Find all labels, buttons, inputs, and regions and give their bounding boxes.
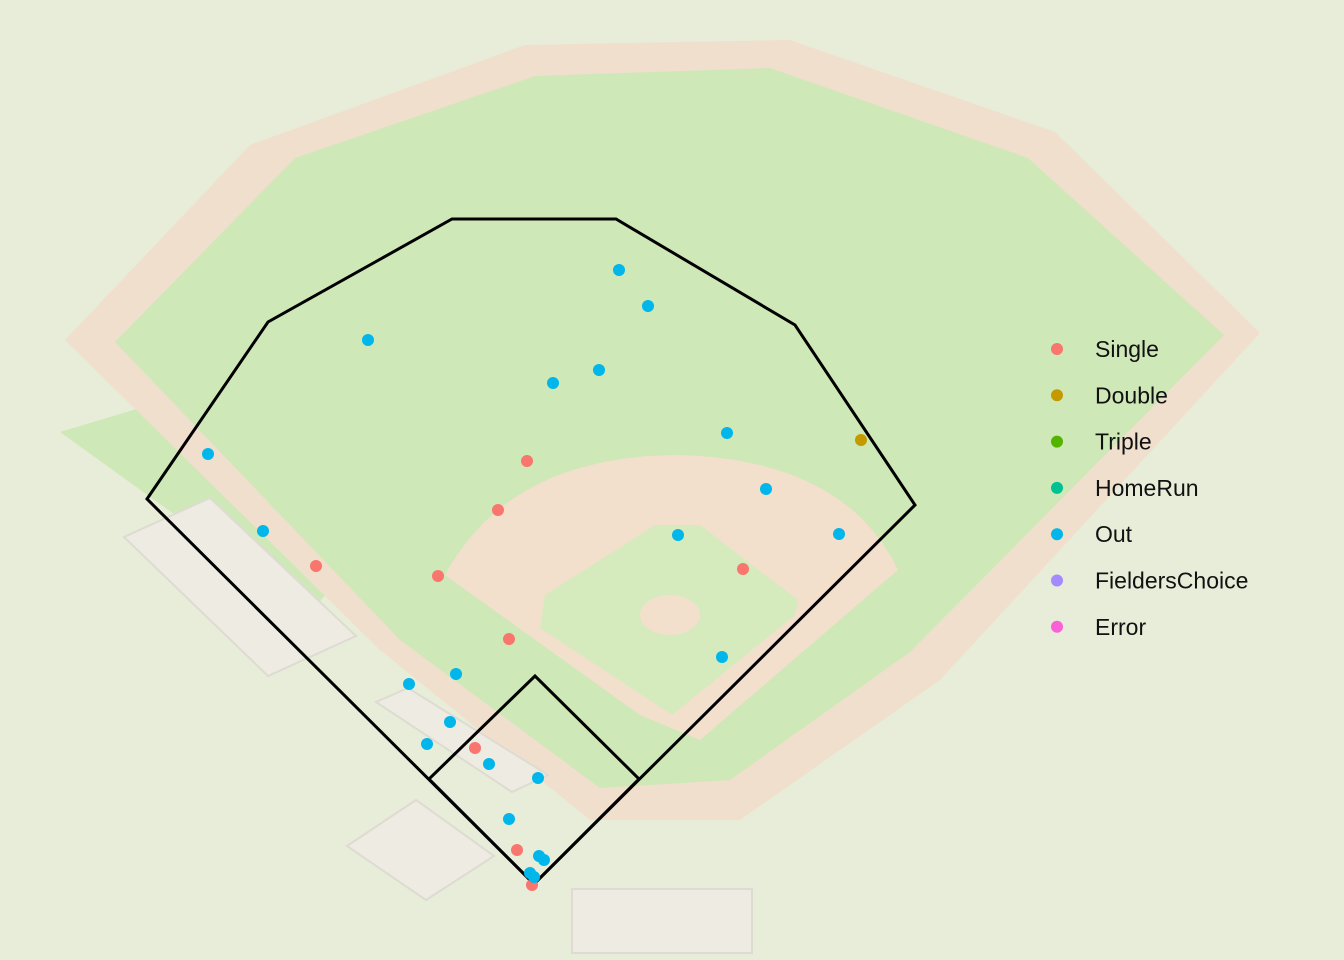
data-point-out: [760, 483, 772, 495]
data-point-out: [362, 334, 374, 346]
legend-label-out: Out: [1095, 521, 1133, 547]
data-point-single: [492, 504, 504, 516]
data-point-single: [432, 570, 444, 582]
data-point-single: [503, 633, 515, 645]
legend-key-triple: [1051, 435, 1063, 448]
legend-label-double: Double: [1095, 382, 1168, 408]
legend-label-single: Single: [1095, 336, 1159, 362]
data-point-out: [503, 813, 515, 825]
points-layer: [202, 264, 867, 891]
data-point-out: [716, 651, 728, 663]
data-point-single: [511, 844, 523, 856]
data-point-out: [403, 678, 415, 690]
infield-diamond: [426, 673, 642, 887]
data-point-single: [521, 455, 533, 467]
legend-item-homerun: HomeRun: [1051, 475, 1199, 501]
legend-key-single: [1051, 343, 1063, 355]
data-point-out: [613, 264, 625, 276]
legend: Single Double Triple HomeRun Out FieldersChoi…: [1051, 336, 1248, 640]
legend-item-double: Double: [1051, 382, 1168, 408]
data-point-out: [450, 668, 462, 680]
data-point-out: [202, 448, 214, 460]
legend-label-homerun: HomeRun: [1095, 475, 1199, 501]
data-point-out: [721, 427, 733, 439]
data-point-out: [528, 871, 540, 883]
data-point-out: [444, 716, 456, 728]
data-point-out: [547, 377, 559, 389]
data-point-out: [421, 738, 433, 750]
stand-left: [122, 496, 358, 678]
legend-item-out: Out: [1051, 521, 1133, 547]
data-point-single: [310, 560, 322, 572]
data-point-out: [672, 529, 684, 541]
legend-label-fielderschoice: FieldersChoice: [1095, 568, 1248, 594]
legend-key-double: [1051, 389, 1063, 402]
stand-mid: [373, 686, 551, 794]
data-point-out: [538, 854, 550, 866]
outfield-grass: [115, 68, 1224, 788]
stand-bottom: [571, 888, 753, 954]
data-point-out: [532, 772, 544, 784]
legend-label-triple: Triple: [1095, 429, 1152, 455]
pitchers-mound: [640, 595, 700, 635]
legend-item-error: Error: [1051, 614, 1146, 640]
legend-label-error: Error: [1095, 614, 1146, 640]
data-point-out: [483, 758, 495, 770]
legend-item-single: Single: [1051, 336, 1159, 362]
legend-item-triple: Triple: [1051, 429, 1152, 455]
data-point-out: [642, 300, 654, 312]
data-point-double: [855, 434, 867, 446]
legend-key-error: [1051, 620, 1063, 633]
legend-key-homerun: [1051, 481, 1063, 494]
field-outline: [145, 217, 917, 887]
legend-item-fielderschoice: FieldersChoice: [1051, 568, 1248, 594]
stand-lower: [345, 798, 496, 902]
legend-key-fielderschoice: [1051, 574, 1063, 587]
data-point-single: [469, 742, 481, 754]
legend-key-out: [1051, 528, 1063, 541]
data-point-single: [737, 563, 749, 575]
data-point-out: [833, 528, 845, 540]
data-point-out: [257, 525, 269, 537]
outfield-fence-line: [145, 217, 917, 886]
data-point-out: [593, 364, 605, 376]
